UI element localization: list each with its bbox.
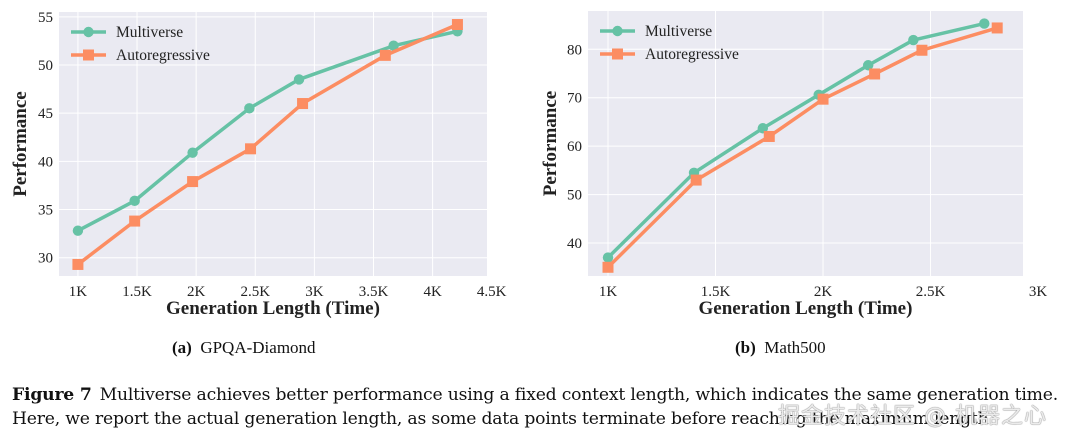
x-axis-label: Generation Length (Time) [166, 298, 380, 319]
x-tick-label: 2K [814, 284, 833, 300]
data-point-autoregressive [297, 98, 309, 110]
data-point-multiverse [129, 195, 140, 207]
x-tick-label: 4K [423, 284, 442, 300]
x-tick-label: 2K [187, 284, 206, 300]
data-point-autoregressive [129, 215, 141, 227]
data-point-autoregressive [72, 258, 84, 270]
legend-marker-autoregressive [83, 49, 94, 61]
x-tick-label: 3K [1029, 284, 1048, 300]
x-tick-label: 3.5K [359, 284, 389, 300]
y-axis-label: Performance [10, 91, 31, 197]
chart-math500: 1K 1.5K 2K 2.5K 3K 40 50 60 70 80 Generation Lengt… [540, 0, 1080, 330]
chart-a-svg: 1K 1.5K 2K 2.5K 3K 3.5K 4K 4.5K 30 35 40 45 50 55 Gene… [10, 10, 507, 319]
data-point-multiverse [862, 60, 874, 71]
legend-marker-multiverse [612, 25, 623, 37]
data-point-autoregressive [187, 176, 199, 188]
data-point-autoregressive [991, 22, 1003, 34]
x-tick-label: 1K [599, 284, 618, 300]
data-point-multiverse [602, 252, 614, 263]
y-tick-label: 50 [38, 58, 53, 74]
data-point-multiverse [187, 147, 198, 158]
data-point-multiverse [244, 103, 255, 114]
legend-marker-multiverse [83, 26, 94, 38]
subcaption-a-label: (a) [172, 338, 192, 357]
y-tick-label: 50 [567, 188, 582, 204]
x-tick-label: 1.5K [701, 284, 731, 300]
subcaption-b-label: (b) [735, 338, 756, 357]
x-tick-label: 3K [305, 284, 324, 300]
y-tick-label: 70 [567, 91, 582, 107]
data-point-autoregressive [379, 49, 391, 61]
x-tick-label: 4.5K [477, 284, 507, 300]
y-tick-label: 35 [38, 203, 53, 219]
y-tick-label: 45 [38, 106, 53, 122]
data-point-autoregressive [451, 19, 463, 31]
data-point-multiverse [908, 34, 919, 46]
x-tick-label: 2.5K [916, 284, 946, 300]
y-tick-label: 40 [567, 236, 582, 252]
data-point-multiverse [388, 40, 399, 51]
y-tick-label: 40 [38, 154, 53, 170]
y-tick-label: 30 [38, 251, 53, 267]
subcaption-b: (b) Math500 [735, 338, 826, 358]
legend-marker-autoregressive [612, 48, 623, 60]
data-point-multiverse [72, 225, 84, 236]
chart-gpqa-diamond: 1K 1.5K 2K 2.5K 3K 3.5K 4K 4.5K 30 35 40 45 50 55 Gene… [0, 0, 540, 330]
data-point-autoregressive [869, 68, 881, 80]
legend-label-autoregressive: Autoregressive [116, 47, 210, 64]
figure-caption: Figure 7 Multiverse achieves better perfo… [12, 383, 1072, 431]
y-axis-label: Performance [540, 91, 561, 197]
data-point-autoregressive [245, 143, 257, 155]
chart-b-svg: 1K 1.5K 2K 2.5K 3K 40 50 60 70 80 Generation Lengt… [540, 11, 1048, 319]
y-tick-label: 80 [567, 42, 582, 58]
data-point-autoregressive [602, 261, 614, 273]
y-tick-label: 55 [38, 10, 53, 26]
data-point-multiverse [757, 123, 769, 134]
subcaption-a: (a) GPQA-Diamond [172, 338, 316, 358]
x-tick-label: 2.5K [240, 284, 270, 300]
figure-label: Figure 7 [12, 385, 92, 405]
watermark: 掘金技术社区 @ 机器之心 [778, 404, 1047, 429]
x-tick-label: 1K [69, 284, 88, 300]
data-point-autoregressive [817, 93, 829, 105]
legend: Multiverse Autoregressive [600, 23, 739, 63]
legend-label-multiverse: Multiverse [116, 24, 183, 41]
figure-caption-text: Multiverse achieves better performance u… [12, 385, 1059, 429]
x-tick-label: 1.5K [122, 284, 152, 300]
legend: Multiverse Autoregressive [71, 24, 210, 64]
plot-area [588, 11, 1023, 276]
data-point-multiverse [979, 18, 990, 29]
data-point-multiverse [293, 74, 305, 85]
legend-label-autoregressive: Autoregressive [645, 46, 739, 63]
x-axis-label: Generation Length (Time) [699, 298, 913, 319]
data-point-autoregressive [690, 174, 702, 186]
subcaption-b-text: Math500 [764, 338, 826, 357]
data-point-autoregressive [763, 130, 775, 142]
y-tick-label: 60 [567, 139, 582, 155]
legend-label-multiverse: Multiverse [645, 23, 712, 40]
data-point-autoregressive [916, 44, 928, 56]
plot-area [59, 12, 487, 276]
subcaption-a-text: GPQA-Diamond [200, 338, 316, 357]
